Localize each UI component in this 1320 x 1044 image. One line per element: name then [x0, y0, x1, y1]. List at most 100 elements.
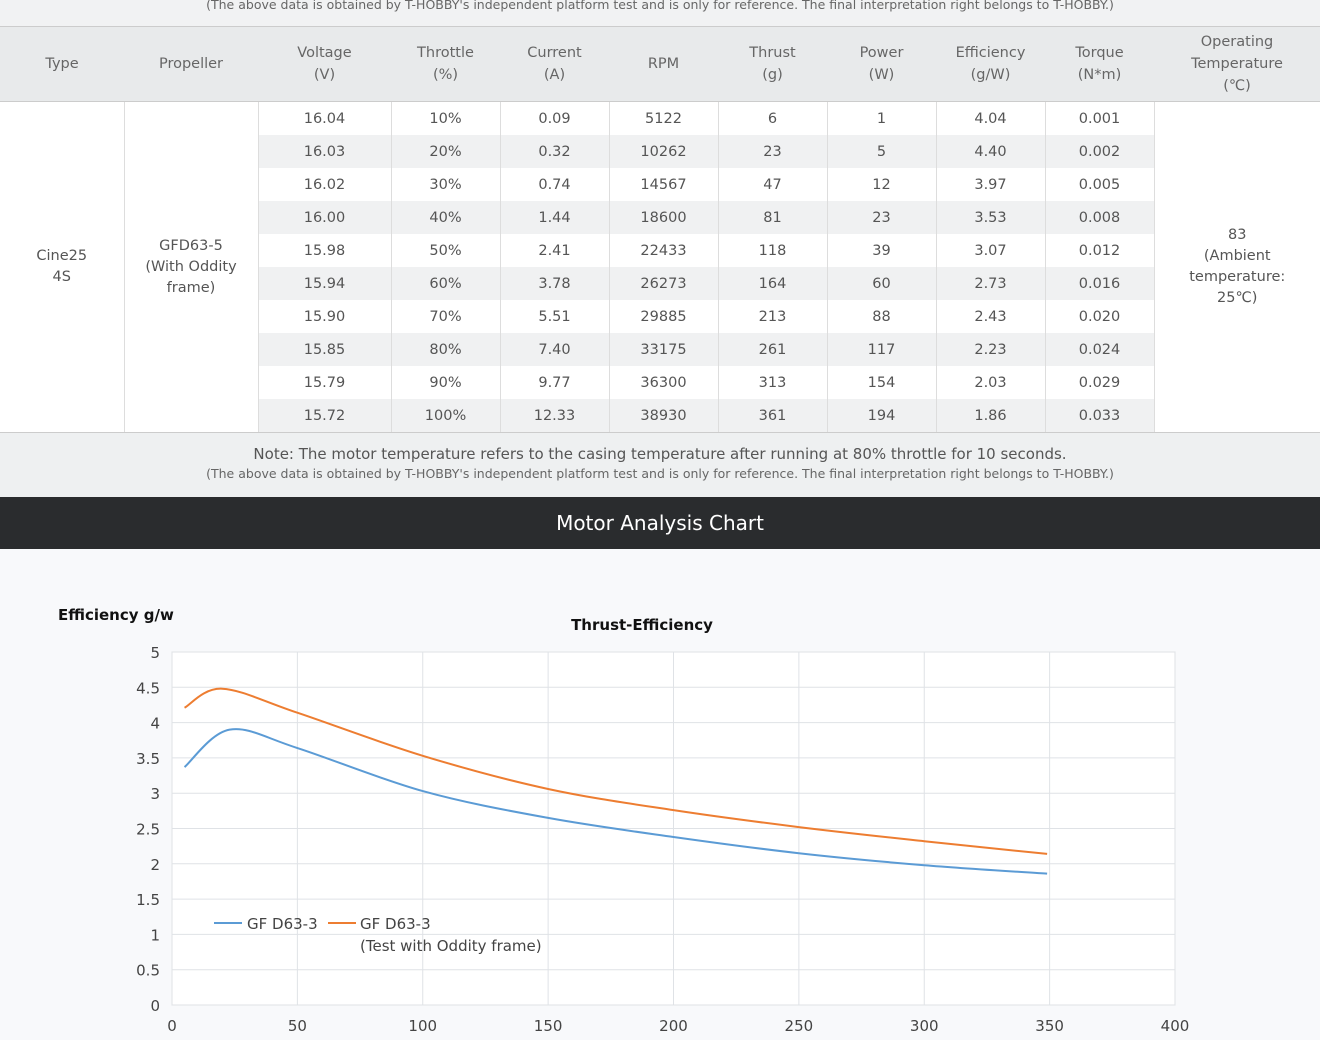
header-line: Propeller — [125, 53, 257, 75]
header-line: Torque — [1046, 42, 1153, 64]
table-cell: 5122 — [609, 102, 718, 136]
table-cell: 4.40 — [936, 135, 1045, 168]
table-cell: 26273 — [609, 267, 718, 300]
table-cell: 39 — [827, 234, 936, 267]
legend-label-1: GF D63-3 — [247, 915, 318, 933]
table-cell: 0.001 — [1045, 102, 1154, 136]
table-cell: 0.002 — [1045, 135, 1154, 168]
y-tick-label: 1.5 — [136, 891, 160, 909]
header-line: Thrust — [719, 42, 826, 64]
x-tick-label: 100 — [408, 1017, 437, 1035]
table-cell: 154 — [827, 366, 936, 399]
temperature-cell-line: (Ambient — [1155, 246, 1320, 267]
table-cell: 0.033 — [1045, 399, 1154, 432]
header-line: (g/W) — [937, 64, 1044, 86]
header-line: (V) — [259, 64, 390, 86]
table-cell: 30% — [391, 168, 500, 201]
y-tick-label: 2 — [150, 856, 160, 874]
table-cell: 10% — [391, 102, 500, 136]
table-cell: 23 — [827, 201, 936, 234]
table-cell: 60% — [391, 267, 500, 300]
table-cell: 16.00 — [258, 201, 391, 234]
table-cell: 33175 — [609, 333, 718, 366]
header-line: Voltage — [259, 42, 390, 64]
header-line: (W) — [828, 64, 935, 86]
table-cell: 0.09 — [500, 102, 609, 136]
column-header: Power(W) — [827, 27, 936, 102]
x-tick-label: 50 — [288, 1017, 307, 1035]
table-cell: 117 — [827, 333, 936, 366]
table-cell: 0.024 — [1045, 333, 1154, 366]
header-line: (g) — [719, 64, 826, 86]
table-cell: 5.51 — [500, 300, 609, 333]
table-cell: 50% — [391, 234, 500, 267]
x-tick-label: 400 — [1161, 1017, 1190, 1035]
table-cell: 38930 — [609, 399, 718, 432]
table-cell: 0.029 — [1045, 366, 1154, 399]
header-line: (A) — [501, 64, 608, 86]
table-cell: 3.78 — [500, 267, 609, 300]
table-cell: 14567 — [609, 168, 718, 201]
note-section: Note: The motor temperature refers to th… — [0, 432, 1320, 497]
table-cell: 81 — [718, 201, 827, 234]
table-cell: 194 — [827, 399, 936, 432]
column-header: Torque(N*m) — [1045, 27, 1154, 102]
table-cell: 22433 — [609, 234, 718, 267]
temperature-cell-line: temperature: — [1155, 267, 1320, 288]
table-cell: 36300 — [609, 366, 718, 399]
section-title: Motor Analysis Chart — [0, 497, 1320, 549]
table-cell: 15.85 — [258, 333, 391, 366]
header-line: RPM — [610, 53, 717, 75]
table-cell: 16.02 — [258, 168, 391, 201]
column-header: RPM — [609, 27, 718, 102]
y-tick-label: 2.5 — [136, 821, 160, 839]
table-cell: 47 — [718, 168, 827, 201]
y-tick-label: 5 — [150, 644, 160, 662]
column-header: Thrust(g) — [718, 27, 827, 102]
table-cell: 0.008 — [1045, 201, 1154, 234]
table-cell: 88 — [827, 300, 936, 333]
y-tick-label: 0.5 — [136, 962, 160, 980]
header-line: Operating — [1155, 31, 1319, 53]
table-cell: 0.016 — [1045, 267, 1154, 300]
x-tick-label: 350 — [1035, 1017, 1064, 1035]
y-tick-label: 4 — [150, 715, 160, 733]
legend-label-2: GF D63-3 — [360, 915, 431, 933]
table-cell: 3.97 — [936, 168, 1045, 201]
table-cell: 23 — [718, 135, 827, 168]
table-cell: 0.012 — [1045, 234, 1154, 267]
table-cell: 3.53 — [936, 201, 1045, 234]
table-cell: 60 — [827, 267, 936, 300]
propeller-cell-line: GFD63-5 — [125, 236, 258, 257]
table-cell: 1.44 — [500, 201, 609, 234]
y-axis-label: Efficiency g/w — [58, 606, 174, 624]
table-cell: 12 — [827, 168, 936, 201]
chart-title: Thrust-Efficiency — [571, 616, 713, 634]
y-tick-label: 4.5 — [136, 679, 160, 697]
header-line: Efficiency — [937, 42, 1044, 64]
table-cell: 15.72 — [258, 399, 391, 432]
header-line: Current — [501, 42, 608, 64]
table-cell: 9.77 — [500, 366, 609, 399]
y-tick-label: 1 — [150, 926, 160, 944]
table-cell: 0.020 — [1045, 300, 1154, 333]
x-tick-label: 300 — [910, 1017, 939, 1035]
note-main: Note: The motor temperature refers to th… — [0, 433, 1320, 463]
table-cell: 80% — [391, 333, 500, 366]
table-cell: 0.74 — [500, 168, 609, 201]
header-line: Temperature — [1155, 53, 1319, 75]
table-cell: 361 — [718, 399, 827, 432]
table-cell: 2.03 — [936, 366, 1045, 399]
table-cell: 70% — [391, 300, 500, 333]
table-cell: 118 — [718, 234, 827, 267]
table-cell: 10262 — [609, 135, 718, 168]
table-cell: 6 — [718, 102, 827, 136]
table-cell: 12.33 — [500, 399, 609, 432]
x-tick-label: 0 — [167, 1017, 177, 1035]
type-cell-line: 4S — [0, 267, 124, 288]
column-header: Throttle(%) — [391, 27, 500, 102]
